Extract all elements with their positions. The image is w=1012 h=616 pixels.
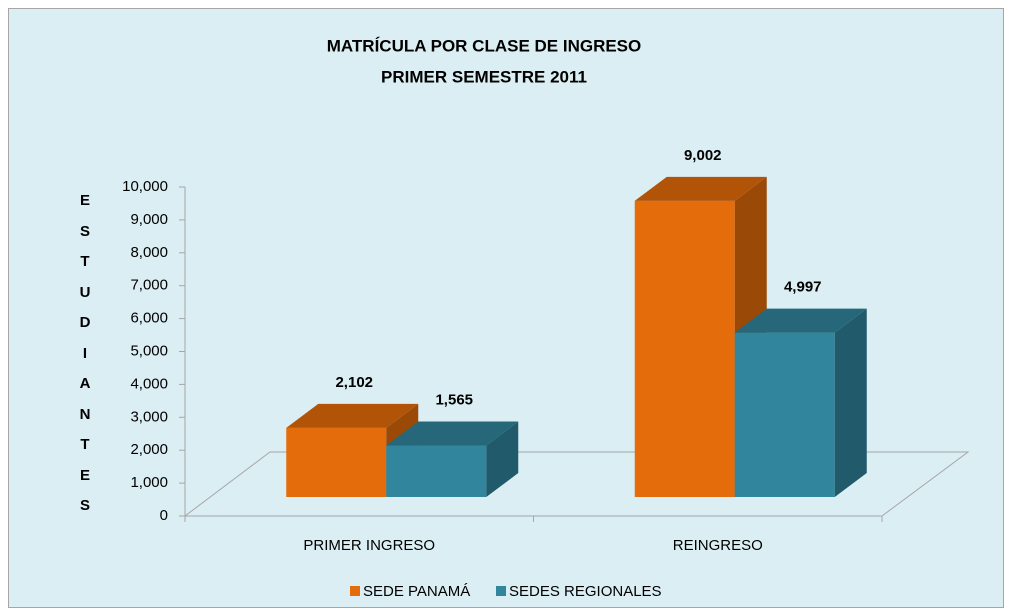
bar	[286, 427, 387, 497]
legend-label: SEDE PANAMÁ	[363, 583, 470, 600]
y-tick-label: 1,000	[130, 474, 168, 491]
bar-side	[834, 308, 867, 497]
data-label: 1,565	[435, 391, 473, 408]
bar-side	[486, 421, 519, 497]
legend-swatch	[350, 586, 360, 596]
y-tick-label: 5,000	[130, 342, 168, 359]
y-tick-label: 3,000	[130, 408, 168, 425]
x-tick-label: PRIMER INGRESO	[303, 537, 435, 554]
x-tick-label: REINGRESO	[673, 537, 763, 554]
data-label: 4,997	[784, 279, 822, 296]
y-tick-label: 7,000	[130, 277, 168, 294]
y-tick-label: 6,000	[130, 310, 168, 327]
bar	[386, 445, 487, 497]
chart-area	[8, 8, 1004, 608]
y-tick-label: 10,000	[122, 178, 168, 195]
y-tick-label: 4,000	[130, 375, 168, 392]
bar	[734, 332, 835, 497]
legend-label: SEDES REGIONALES	[509, 583, 662, 600]
floor	[183, 451, 970, 517]
y-axis-label: ESTUDIANTES	[79, 192, 91, 514]
chart-subtitle: PRIMER SEMESTRE 2011	[381, 67, 587, 86]
y-tick-label: 9,000	[130, 211, 168, 228]
chart-title: MATRÍCULA POR CLASE DE INGRESO	[327, 36, 642, 55]
y-tick-label: 2,000	[130, 441, 168, 458]
bar-top	[734, 308, 867, 333]
data-label: 9,002	[684, 147, 722, 164]
bar-top	[634, 176, 767, 201]
data-label: 2,102	[335, 374, 373, 391]
legend-swatch	[496, 586, 506, 596]
bar-top	[286, 403, 419, 428]
y-tick-label: 8,000	[130, 244, 168, 261]
y-tick-label: 0	[160, 507, 168, 524]
bar	[634, 200, 735, 497]
bar-top	[386, 421, 519, 446]
